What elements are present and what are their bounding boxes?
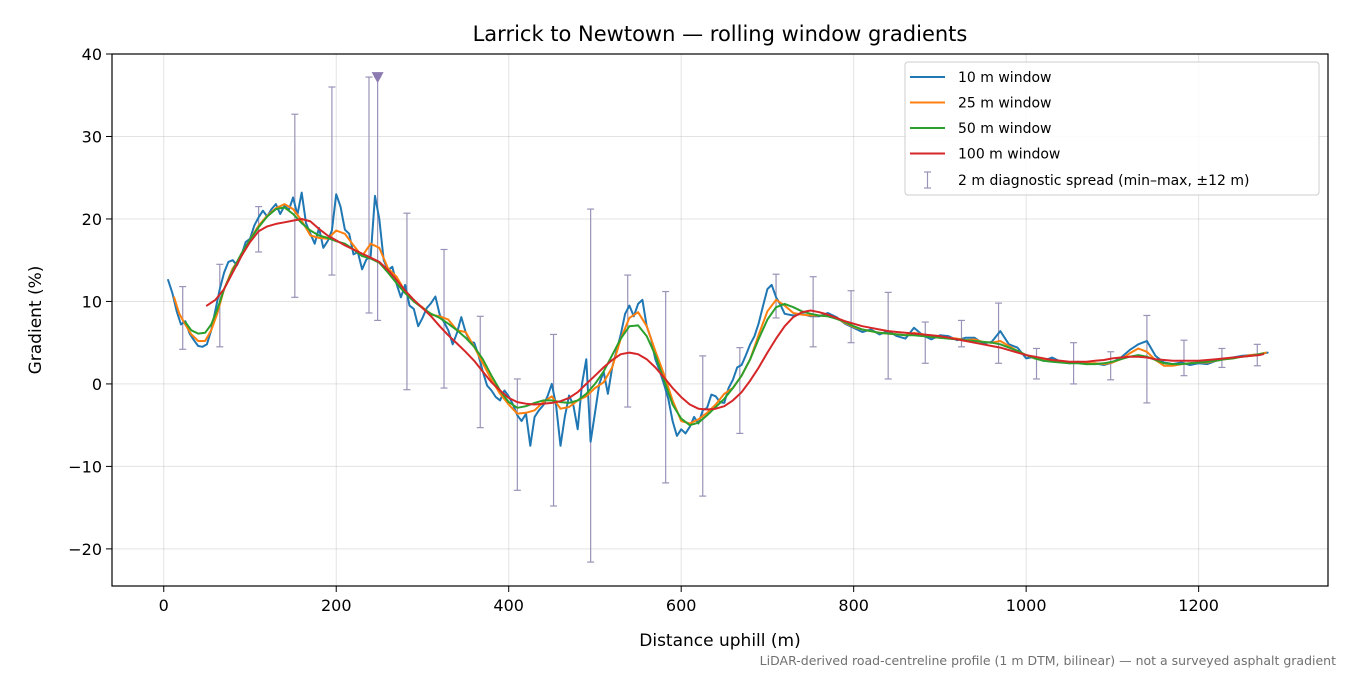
y-tick-label: 20 <box>82 210 102 229</box>
error-bar <box>1033 347 1041 380</box>
legend-item: 100 m window <box>910 147 1060 163</box>
y-axis-ticks: −20 −10 0 10 20 30 40 <box>68 45 112 559</box>
error-bar <box>1107 351 1115 381</box>
error-bar <box>699 355 707 497</box>
x-tick-label: 0 <box>159 596 169 615</box>
outlier-marker-triangle <box>371 72 384 84</box>
error-bar <box>476 315 484 429</box>
x-tick-label: 1000 <box>1006 596 1047 615</box>
error-bar <box>957 319 965 348</box>
error-bar <box>550 333 558 507</box>
legend-item: 10 m window <box>910 70 1051 86</box>
series-line <box>173 203 1267 425</box>
series-line <box>184 206 1265 427</box>
error-bar <box>255 205 263 253</box>
legend-label: 50 m window <box>958 121 1051 137</box>
error-bar <box>328 86 336 276</box>
error-bar <box>624 274 632 408</box>
legend-item: 50 m window <box>910 121 1051 137</box>
plot-frame <box>111 53 1329 587</box>
legend-box <box>904 61 1320 196</box>
chart-title: Larrick to Newtown — rolling window grad… <box>473 22 968 46</box>
error-bar <box>1143 314 1151 404</box>
y-tick-label: 40 <box>82 45 102 64</box>
error-bar <box>365 76 373 314</box>
error-bar <box>587 208 595 563</box>
y-tick-label: 0 <box>92 375 102 394</box>
footnote: LiDAR-derived road-centreline profile (1… <box>760 653 1336 668</box>
error-bar <box>1180 339 1188 377</box>
error-bar <box>847 290 855 344</box>
x-tick-label: 400 <box>493 596 524 615</box>
series-line <box>205 218 1265 411</box>
y-axis-title: Gradient (%) <box>26 266 46 375</box>
error-bar <box>403 212 411 391</box>
y-tick-label: 10 <box>82 292 102 311</box>
legend-item: 25 m window <box>910 96 1051 112</box>
x-tick-label: 200 <box>321 596 352 615</box>
legend-label: 2 m diagnostic spread (min–max, ±12 m) <box>958 173 1249 189</box>
x-axis-ticks: 0 200 400 600 800 1000 1200 <box>159 586 1219 615</box>
error-bar <box>736 347 744 435</box>
y-tick-label: 30 <box>82 127 102 146</box>
legend-label: 25 m window <box>958 96 1051 112</box>
legend-label: 100 m window <box>958 147 1060 163</box>
legend-item: 2 m diagnostic spread (min–max, ±12 m) <box>924 171 1249 189</box>
error-bar <box>884 291 892 380</box>
x-axis-title: Distance uphill (m) <box>639 631 800 651</box>
x-tick-label: 1200 <box>1178 596 1219 615</box>
x-tick-label: 800 <box>838 596 869 615</box>
error-bar <box>513 378 521 491</box>
x-tick-label: 600 <box>666 596 697 615</box>
markers <box>371 72 384 84</box>
series-lines <box>167 191 1269 447</box>
error-bar <box>921 321 929 364</box>
legend: 10 m window 25 m window 50 m window 100 m w… <box>904 61 1320 196</box>
y-tick-label: −10 <box>68 457 102 476</box>
y-tick-label: −20 <box>68 540 102 559</box>
legend-label: 10 m window <box>958 70 1051 86</box>
